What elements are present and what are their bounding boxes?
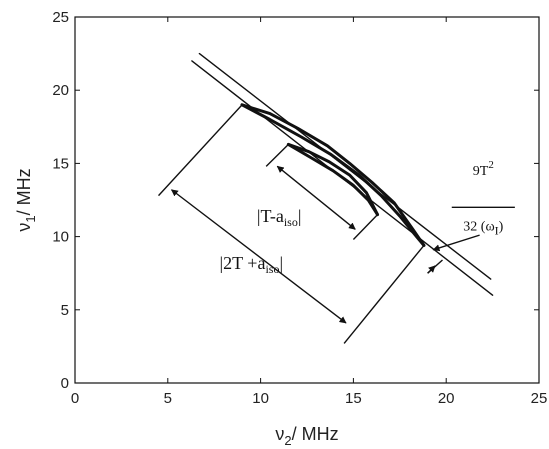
gap-arrow-upper (432, 234, 480, 252)
inner-bracket-right-tick (352, 214, 379, 241)
axis-label-symbol: ν (275, 424, 284, 444)
axis-label-subscript: 2 (284, 433, 291, 448)
outer-measure-arrow (170, 189, 347, 324)
outer-bracket-left-tick (158, 104, 243, 197)
axis-label-unit: / MHz (14, 168, 34, 215)
x-tick-label: 10 (252, 390, 269, 407)
annotations: |2T +aiso​| |T-aiso​| 9T2​ 32 (ωI​) (220, 159, 504, 276)
annotation-label: |T-aiso​| (257, 206, 302, 229)
y-tick-label: 10 (52, 229, 69, 246)
annotation-part: |T-a (257, 206, 284, 226)
axis-label-subscript: 1 (23, 215, 38, 222)
y-tick-label: 15 (52, 155, 69, 172)
inner-bracket-left-tick (265, 143, 289, 167)
annotation-part: |2T +a (220, 253, 266, 273)
series-arc (240, 103, 426, 247)
axis-ticks: 0 5 10 15 20 25 0 5 10 15 20 25 (52, 9, 547, 407)
y-tick-label: 0 (61, 375, 69, 392)
plot-frame (74, 16, 540, 384)
annotation-part: ) (499, 220, 504, 235)
annotation-label: 32 (ωI​) (463, 220, 503, 238)
annotation-part: | (298, 206, 302, 226)
annotation-part: | (279, 253, 283, 273)
axis-label-unit: / MHz (292, 424, 339, 444)
annotation-part: 9T (473, 164, 489, 179)
x-tick-label: 25 (531, 390, 548, 407)
gap-arrow-lower (427, 265, 436, 274)
annotation-part: 32 (ω (463, 220, 494, 235)
x-tick-label: 20 (438, 390, 455, 407)
x-tick-label: 0 (71, 390, 79, 407)
annotation-part: 2 (488, 159, 494, 171)
measurement-constructions (158, 104, 515, 344)
annotation-label: 9T2​ (473, 159, 494, 179)
outer-bracket-right-tick (343, 244, 425, 344)
axis-label-symbol: ν (14, 223, 34, 232)
annotation-part: I (495, 224, 499, 238)
inner-measure-arrow (276, 165, 356, 230)
y-tick-label: 5 (61, 302, 69, 319)
annotation-label: |2T +aiso​| (220, 253, 284, 276)
y-tick-label: 20 (52, 82, 69, 99)
x-axis-label: ν2/ MHz (275, 424, 338, 448)
x-tick-label: 15 (345, 390, 362, 407)
x-tick-label: 5 (164, 390, 172, 407)
annotation-part: iso (284, 215, 298, 229)
y-tick-label: 25 (52, 9, 69, 26)
annotation-part: iso (265, 262, 279, 276)
y-axis-label: ν1/ MHz (14, 168, 38, 231)
series-arc (240, 103, 426, 247)
